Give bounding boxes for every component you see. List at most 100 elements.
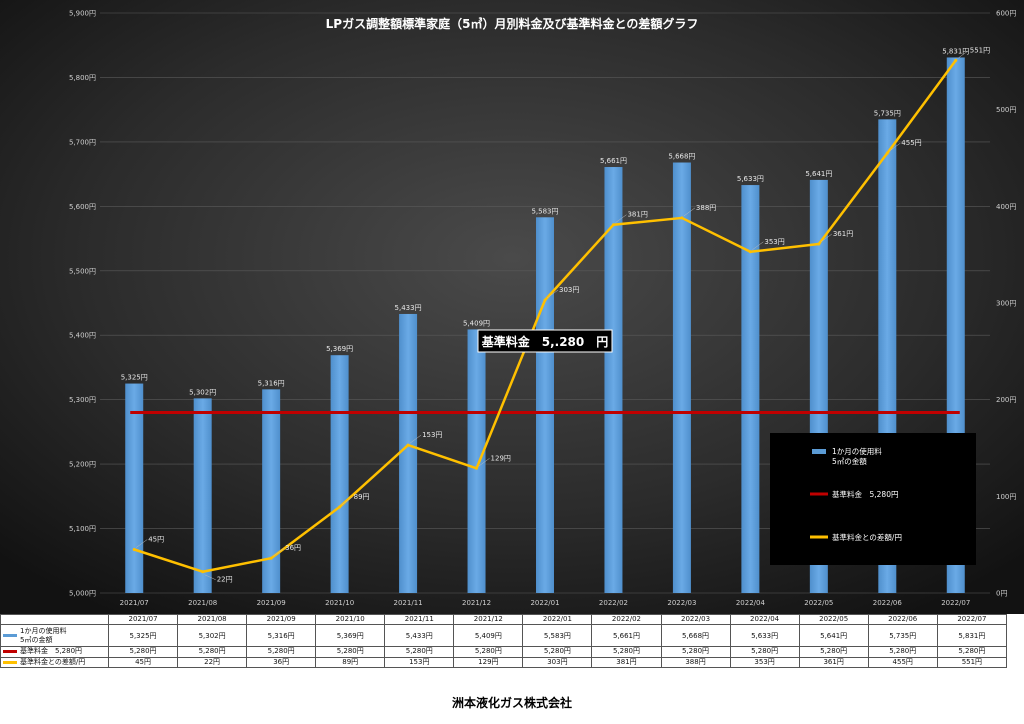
table-cell: 381円 [591, 656, 662, 668]
table-row-label: 基準料金 5,280円 [0, 646, 109, 658]
bar-data-label: 5,668円 [668, 153, 695, 161]
legend-label-bar-line1: 1か月の使用料 [832, 446, 882, 456]
table-cell: 45円 [107, 656, 179, 668]
difference-point [201, 570, 205, 574]
table-header-cell: 2021/08 [177, 614, 248, 625]
bar-data-label: 5,641円 [805, 170, 832, 178]
table-cell: 153円 [384, 656, 455, 668]
bar [399, 313, 418, 593]
table-header-row: 2021/07 2021/08 2021/09 2021/10 2021/11 2021/… [0, 614, 1008, 625]
difference-label-leader [136, 539, 148, 548]
difference-point [338, 505, 342, 509]
table-header-cell: 2022/02 [591, 614, 662, 625]
legend-box [770, 433, 976, 565]
y-right-tick-label: 300円 [996, 300, 1016, 308]
bar-data-label: 5,661円 [600, 157, 627, 165]
difference-point [132, 548, 136, 551]
table-cell: 5,409円 [453, 624, 524, 647]
y-left-tick-label: 5,500円 [69, 267, 96, 275]
difference-point [680, 216, 684, 220]
table-cell: 5,280円 [177, 646, 248, 658]
table-row: 基準料金 5,280円 5,280円 5,280円 5,280円 5,280円 5,280… [0, 646, 1008, 658]
y-right-tick-label: 100円 [996, 493, 1016, 501]
table-header-cell: 2022/07 [936, 614, 1008, 625]
table-row: 基準料金との差額/円 45円 22円 36円 89円 153円 129円 303円 381円 38… [0, 656, 1008, 668]
chart-title: LPガス調整額標準家庭（5㎥）月別料金及び基準料金との差額グラフ [326, 16, 699, 31]
difference-data-label: 129円 [491, 454, 511, 462]
table-cell: 5,641円 [798, 624, 869, 647]
difference-label-leader [889, 142, 901, 152]
table-cell: 5,633円 [729, 624, 800, 647]
x-tick-label: 2022/05 [804, 599, 833, 607]
difference-data-label: 36円 [285, 544, 301, 552]
difference-point [817, 242, 821, 246]
y-left-tick-label: 5,100円 [69, 525, 96, 533]
difference-point [885, 151, 889, 155]
x-tick-label: 2022/02 [599, 599, 628, 607]
bar-data-label: 5,735円 [874, 109, 901, 117]
legend-label-bar-line2: 5㎥の金額 [832, 456, 867, 466]
difference-point [748, 250, 752, 254]
callout-box [477, 329, 613, 353]
difference-point [543, 298, 547, 302]
difference-label-leader [957, 50, 969, 59]
y-right-tick-label: 200円 [996, 396, 1016, 404]
x-tick-label: 2022/01 [530, 599, 559, 607]
table-cell: 5,369円 [315, 624, 386, 647]
table-cell: 303円 [522, 656, 593, 668]
data-labels: 5,325円 5,302円 5,316円 5,369円 5,433円 5,409円 5,58… [121, 46, 990, 583]
table-cell: 551円 [936, 656, 1008, 668]
difference-data-label: 381円 [627, 211, 647, 219]
difference-label-leader [478, 458, 490, 467]
bar [125, 383, 144, 593]
table-row-label: 1か月の使用料 5㎥の金額 [0, 624, 109, 647]
reference-callout: 基準料金 5,.280 円 [477, 329, 613, 353]
x-tick-label: 2022/06 [873, 599, 903, 607]
y-left-tick-label: 5,900円 [69, 10, 96, 18]
difference-point [406, 443, 410, 447]
table-legend-swatch [3, 634, 17, 637]
bar [536, 217, 554, 594]
table-cell: 5,583円 [522, 624, 593, 647]
table-cell: 5,280円 [384, 646, 455, 658]
difference-data-label: 153円 [422, 431, 442, 439]
y-left-tick-label: 5,400円 [69, 332, 96, 340]
x-tick-label: 2021/08 [188, 599, 217, 607]
difference-point [269, 556, 273, 560]
difference-point [954, 58, 958, 62]
difference-label-leader [409, 434, 422, 444]
table-header-cell: 2022/05 [798, 614, 869, 625]
x-tick-label: 2021/07 [120, 599, 149, 607]
difference-label-leader [546, 289, 559, 299]
table-cell: 5,325円 [107, 624, 179, 647]
difference-data-label: 353円 [764, 238, 784, 246]
difference-data-label: 361円 [833, 230, 853, 238]
table-cell: 5,433円 [384, 624, 455, 647]
callout-text: 基準料金 5,.280 円 [481, 334, 609, 349]
y-left-tick-label: 5,000円 [69, 590, 96, 598]
chart-area: 5,325円 5,302円 5,316円 5,369円 5,433円 5,409円 5,58… [0, 0, 1024, 614]
table-cell: 5,661円 [591, 624, 662, 647]
bar [330, 355, 349, 593]
bar-data-label: 5,369円 [326, 345, 353, 353]
difference-point [611, 223, 615, 227]
bar [262, 389, 281, 593]
table-cell: 36円 [246, 656, 317, 668]
bar [604, 167, 623, 593]
y-right-tick-label: 500円 [996, 106, 1016, 114]
table-cell: 455円 [867, 656, 938, 668]
table-cell: 5,280円 [246, 646, 317, 658]
bar-data-label: 5,831円 [942, 47, 969, 55]
legend-label-diff: 基準料金との差額/円 [832, 532, 902, 542]
table-cell: 5,280円 [315, 646, 386, 658]
bar [672, 162, 691, 593]
table-cell: 5,280円 [798, 646, 869, 658]
table-header-cell: 2021/09 [246, 614, 317, 625]
table-header-cell: 2021/11 [384, 614, 455, 625]
company-footer: 洲本液化ガス株式会社 [451, 696, 572, 710]
table-header-cell: 2022/04 [729, 614, 800, 625]
x-tick-label: 2021/10 [325, 599, 354, 607]
table-row-label-text: 基準料金との差額/円 [20, 657, 86, 666]
line-series [130, 58, 960, 574]
bar [193, 398, 212, 593]
